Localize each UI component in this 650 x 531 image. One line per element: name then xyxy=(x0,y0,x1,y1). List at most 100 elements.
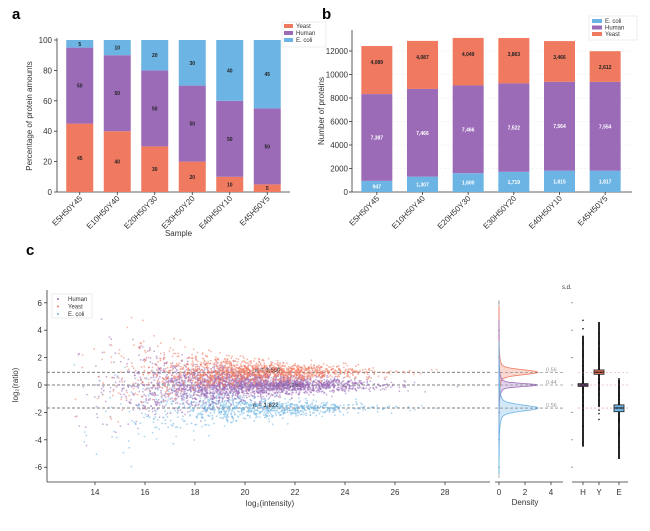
scatter-point-ecoli xyxy=(304,397,307,400)
scatter-point-yeast xyxy=(279,380,282,382)
scatter-point-human xyxy=(154,388,157,390)
scatter-point-human xyxy=(195,403,197,406)
scatter-point-yeast xyxy=(149,390,151,392)
scatter-point-human xyxy=(227,399,230,402)
scatter-point-ecoli xyxy=(362,409,365,411)
scatter-point-ecoli xyxy=(236,415,239,417)
scatter-point-human xyxy=(192,401,195,404)
scatter-point-human xyxy=(148,387,151,390)
scatter-point-ecoli xyxy=(217,393,220,396)
scatter-point-human xyxy=(183,388,186,391)
scatter-point-human xyxy=(102,389,105,392)
scatter-point-human xyxy=(178,365,180,367)
y-tick-label-c: 0 xyxy=(38,381,43,390)
bar-b-yeast xyxy=(589,51,621,82)
scatter-point-ecoli xyxy=(227,401,230,404)
scatter-point-ecoli xyxy=(287,401,289,404)
scatter-point-human xyxy=(151,394,154,396)
scatter-point-ecoli xyxy=(183,405,186,407)
scatter-point-ecoli xyxy=(155,437,158,440)
scatter-point-human xyxy=(179,403,181,405)
scatter-point-human xyxy=(407,390,409,392)
scatter-point-human xyxy=(325,382,328,385)
scatter-point-ecoli xyxy=(124,366,126,369)
scatter-point-yeast xyxy=(200,383,202,386)
scatter-point-ecoli xyxy=(248,414,251,417)
scatter-point-human xyxy=(325,393,328,396)
scatter-point-ecoli xyxy=(338,409,341,412)
scatter-point-yeast xyxy=(240,363,242,366)
scatter-point-ecoli xyxy=(372,405,375,408)
y-tick-label-c: -2 xyxy=(35,408,43,417)
scatter-point-human xyxy=(241,396,244,399)
scatter-point-human xyxy=(184,390,187,392)
y-tick-label-b: 2000 xyxy=(330,165,348,174)
scatter-point-yeast xyxy=(169,366,172,369)
scatter-point-human xyxy=(147,414,150,416)
scatter-point-human xyxy=(198,366,201,368)
scatter-point-human xyxy=(196,391,199,393)
scatter-point-yeast xyxy=(328,376,330,378)
scatter-point-ecoli xyxy=(282,405,284,408)
scatter-point-ecoli xyxy=(190,422,193,425)
bar-a-ecoli xyxy=(103,40,131,56)
scatter-point-human xyxy=(217,402,220,405)
scatter-point-ecoli xyxy=(274,404,277,407)
scatter-point-ecoli xyxy=(139,422,142,425)
scatter-point-yeast xyxy=(210,371,213,374)
scatter-point-yeast xyxy=(208,371,211,374)
scatter-point-yeast xyxy=(243,380,246,382)
bar-b-human xyxy=(452,85,484,174)
scatter-point-human xyxy=(306,391,309,394)
scatter-point-yeast xyxy=(194,376,197,379)
scatter-point-yeast xyxy=(172,382,175,384)
scatter-point-human xyxy=(280,389,283,391)
scatter-point-human xyxy=(181,411,183,414)
scatter-point-yeast xyxy=(199,363,202,366)
scatter-point-ecoli xyxy=(246,402,249,404)
scatter-point-yeast xyxy=(207,381,210,383)
scatter-point-yeast xyxy=(175,394,177,397)
data-label-b: 1,815 xyxy=(553,179,566,185)
scatter-point-human xyxy=(272,387,275,390)
scatter-point-ecoli xyxy=(192,407,195,410)
scatter-point-human xyxy=(186,360,189,363)
scatter-point-yeast xyxy=(165,362,168,365)
scatter-point-human xyxy=(297,393,300,396)
scatter-point-ecoli xyxy=(312,399,315,402)
scatter-point-human xyxy=(75,415,78,418)
scatter-point-yeast xyxy=(141,395,144,398)
scatter-point-yeast xyxy=(293,371,295,373)
scatter-point-ecoli xyxy=(289,409,292,412)
scatter-point-ecoli xyxy=(265,406,267,409)
data-label-b: 7,564 xyxy=(553,124,566,130)
y-axis-label-a: Percentage of protein amounts xyxy=(25,61,34,170)
scatter-point-human xyxy=(325,380,328,382)
scatter-point-human xyxy=(274,395,276,398)
scatter-point-ecoli xyxy=(243,412,246,414)
scatter-point-ecoli xyxy=(199,413,201,416)
scatter-point-human xyxy=(315,390,318,393)
scatter-point-human xyxy=(189,388,192,391)
scatter-point-human xyxy=(84,426,87,429)
scatter-point-yeast xyxy=(298,366,300,369)
scatter-point-yeast xyxy=(281,367,284,370)
scatter-point-yeast xyxy=(277,365,280,368)
scatter-point-yeast xyxy=(170,364,173,367)
scatter-point-yeast xyxy=(236,380,239,383)
scatter-point-ecoli xyxy=(182,415,184,418)
scatter-point-ecoli xyxy=(255,416,257,419)
scatter-point-yeast xyxy=(193,393,196,396)
scatter-point-ecoli xyxy=(274,407,277,410)
scatter-point-human xyxy=(181,397,184,400)
scatter-point-human xyxy=(261,389,264,392)
scatter-point-ecoli xyxy=(201,410,204,413)
scatter-point-ecoli xyxy=(273,402,276,405)
scatter-point-yeast xyxy=(219,377,222,380)
scatter-point-human xyxy=(129,384,132,387)
x-tick-label-c: 24 xyxy=(341,488,350,497)
scatter-point-human xyxy=(332,385,335,388)
scatter-point-human xyxy=(176,368,179,371)
scatter-point-yeast xyxy=(227,362,230,364)
scatter-point-human xyxy=(164,367,167,370)
